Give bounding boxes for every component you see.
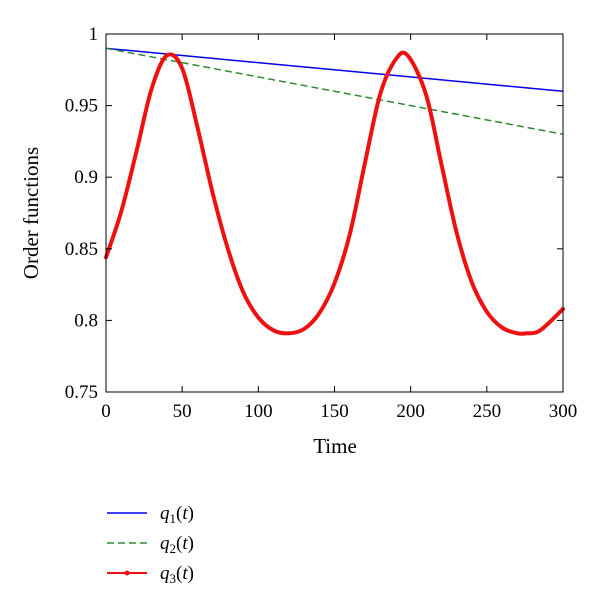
x-tick-label: 250 bbox=[473, 401, 502, 422]
legend-label: q1(t) bbox=[160, 503, 194, 526]
y-tick-label: 0.8 bbox=[74, 310, 98, 331]
x-tick-label: 150 bbox=[320, 401, 349, 422]
legend-marker bbox=[124, 570, 130, 576]
plot-area bbox=[104, 47, 565, 336]
legend: q1(t) q2(t) q3(t) bbox=[107, 503, 194, 586]
series-line-q2 bbox=[105, 47, 564, 135]
x-tick-label: 300 bbox=[549, 401, 578, 422]
legend-label: q3(t) bbox=[160, 563, 194, 586]
y-tick-label: 1 bbox=[89, 24, 99, 45]
series-line-q1 bbox=[105, 47, 564, 93]
legend-item-q1: q1(t) bbox=[107, 503, 194, 526]
x-tick-label: 100 bbox=[244, 401, 273, 422]
y-tick-label: 0.9 bbox=[74, 167, 98, 188]
y-tick-label: 0.75 bbox=[65, 382, 98, 403]
legend-label: q2(t) bbox=[160, 533, 194, 556]
plot-frame bbox=[105, 33, 564, 393]
x-tick-label: 200 bbox=[396, 401, 425, 422]
x-tick-label: 0 bbox=[101, 401, 111, 422]
y-tick-label: 0.85 bbox=[65, 239, 98, 260]
legend-item-q3: q3(t) bbox=[107, 563, 194, 586]
x-tick-label: 50 bbox=[173, 401, 192, 422]
axes: 0 50 100 150 200 250 300 0.75 0.8 0.85 0.9 0.95 1 bbox=[65, 24, 578, 422]
y-axis-title: Order functions bbox=[19, 147, 43, 279]
legend-item-q2: q2(t) bbox=[107, 533, 194, 556]
x-axis-title: Time bbox=[313, 434, 357, 458]
series-line-q3 bbox=[104, 50, 565, 336]
y-tick-label: 0.95 bbox=[65, 96, 98, 117]
